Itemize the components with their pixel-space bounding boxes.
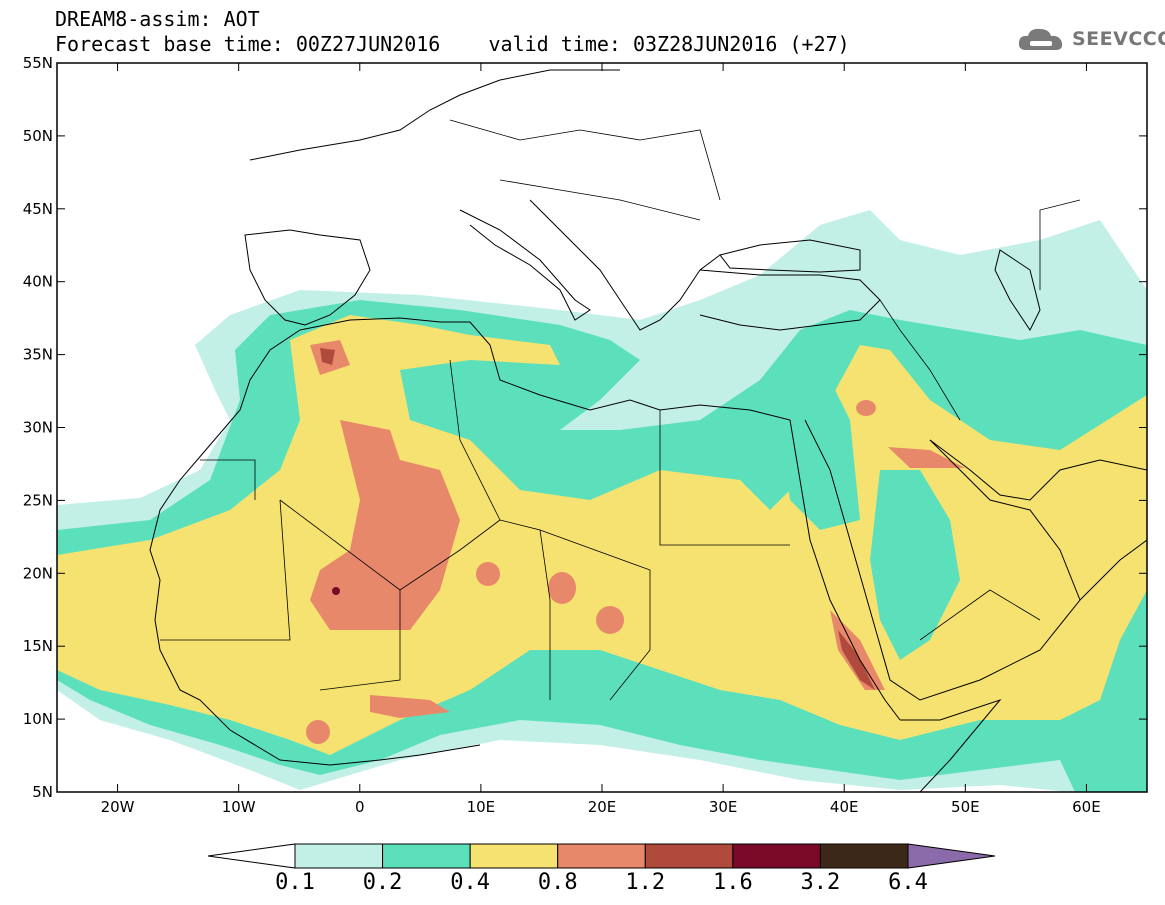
aot-contour-0.8j — [856, 400, 876, 416]
aot-contour-0.8g — [596, 606, 624, 634]
colorbar-bin — [382, 843, 471, 869]
coastline-north-africa — [299, 317, 791, 421]
coastline-red-sea — [789, 419, 901, 721]
colorbar-level-label: 6.4 — [888, 870, 928, 895]
border-segment — [539, 529, 651, 701]
aot-contour-0.8h — [476, 562, 500, 586]
colorbar-over-arrow — [907, 843, 996, 869]
colorbar-level-label: 1.6 — [712, 870, 753, 895]
aot-contour-1.6 — [332, 587, 340, 595]
lon-tick-label: 50E — [951, 798, 980, 816]
coastline-west-africa — [149, 329, 481, 766]
lon-tick-label: 20W — [101, 798, 135, 816]
colorbar — [207, 843, 996, 869]
colorbar-level-label: 0.4 — [450, 870, 491, 895]
border-segment — [319, 590, 401, 691]
border-segment — [879, 299, 961, 421]
border-segment — [449, 359, 501, 521]
seevccc-logo: SEEVCCC — [1016, 24, 1165, 56]
coastline-caspian — [994, 249, 1041, 331]
colorbar-level-label: 0.2 — [362, 870, 403, 895]
colorbar-level-label: 1.2 — [625, 870, 666, 895]
coastlines — [149, 69, 1147, 792]
lat-tick-label: 45N — [23, 200, 53, 218]
lat-tick-label: 5N — [32, 783, 53, 801]
time-info: Forecast base time: 00Z27JUN2016 valid t… — [55, 33, 850, 55]
aot-contour-0.8 — [310, 420, 460, 630]
lon-tick-label: 0 — [355, 798, 365, 816]
aot-field — [57, 210, 1147, 792]
lon-tick-label: 60E — [1072, 798, 1101, 816]
axis-ticks: 20W 10W 0 10E 20E 30E 40E 50E 60E 55N 50N 45N 40N 35N… — [23, 54, 1147, 816]
lat-tick-label: 40N — [23, 273, 53, 291]
aot-contour-0.8d — [888, 447, 965, 468]
lat-tick-label: 55N — [23, 54, 53, 72]
lat-tick-label: 50N — [23, 127, 53, 145]
border-segment — [200, 459, 256, 500]
aot-contour-1.2 — [320, 348, 335, 365]
border-segment — [160, 499, 291, 641]
border-segment — [499, 519, 551, 700]
aot-contour-0.8i — [306, 720, 330, 744]
lon-tick-label: 30E — [709, 798, 738, 816]
aot-contour-hole-1 — [870, 470, 960, 660]
border-segment — [659, 410, 790, 546]
colorbar-bin — [819, 843, 909, 869]
coastline-arabia — [804, 419, 1081, 701]
lat-tick-label: 35N — [23, 346, 53, 364]
aot-contour-0.8c — [370, 695, 450, 718]
coastline-horn-africa — [900, 698, 1002, 792]
border-segment — [919, 589, 1041, 641]
map-title: DREAM8-assim: AOT — [55, 7, 260, 31]
valid-time-label: valid time: 03Z28JUN2016 (+27) — [488, 32, 850, 56]
logo-text: SEEVCCC — [1072, 28, 1165, 50]
colorbar-level-label: 0.8 — [537, 870, 578, 895]
coastline-balkans-greece — [529, 199, 721, 331]
coastline-turkey — [699, 269, 881, 331]
aot-contour-1.2b — [838, 630, 875, 690]
border-segment — [449, 119, 721, 201]
lat-tick-label: 25N — [23, 491, 53, 509]
coastline-arabian-sea — [1079, 539, 1147, 601]
lat-tick-label: 10N — [23, 710, 53, 728]
aot-contour-0.4 — [57, 315, 1147, 755]
lat-tick-label: 20N — [23, 564, 53, 582]
border-segment — [279, 499, 501, 591]
coastline-europe-north — [249, 69, 620, 161]
lon-tick-label: 20E — [588, 798, 617, 816]
border-segment — [499, 179, 701, 221]
base-time-label: Forecast base time: 00Z27JUN2016 — [55, 32, 441, 56]
colorbar-bin — [294, 843, 384, 869]
country-borders — [160, 119, 1081, 701]
colorbar-level-label: 0.1 — [275, 870, 315, 895]
aot-contour-0.8e — [830, 610, 885, 690]
coastline-italy — [459, 209, 591, 321]
border-segment — [1039, 199, 1081, 290]
lat-tick-label: 15N — [23, 637, 53, 655]
colorbar-bin — [469, 843, 559, 869]
coastline-black-sea — [719, 239, 861, 273]
lon-tick-label: 40E — [830, 798, 859, 816]
colorbar-bin — [557, 843, 646, 869]
colorbar-bin — [644, 843, 734, 869]
coastline-iberia — [244, 229, 371, 326]
colorbar-bin — [732, 843, 821, 869]
colorbar-level-label: 3.2 — [800, 870, 841, 895]
colorbar-under-arrow — [207, 843, 296, 869]
lat-tick-label: 30N — [23, 419, 53, 437]
aot-contour-hole-2 — [780, 380, 860, 530]
cloud-icon — [1018, 28, 1063, 50]
lon-tick-label: 10E — [467, 798, 496, 816]
aot-contour-0.8f — [548, 572, 576, 604]
coastline-persian-gulf — [929, 439, 1147, 501]
lon-tick-label: 10W — [222, 798, 256, 816]
